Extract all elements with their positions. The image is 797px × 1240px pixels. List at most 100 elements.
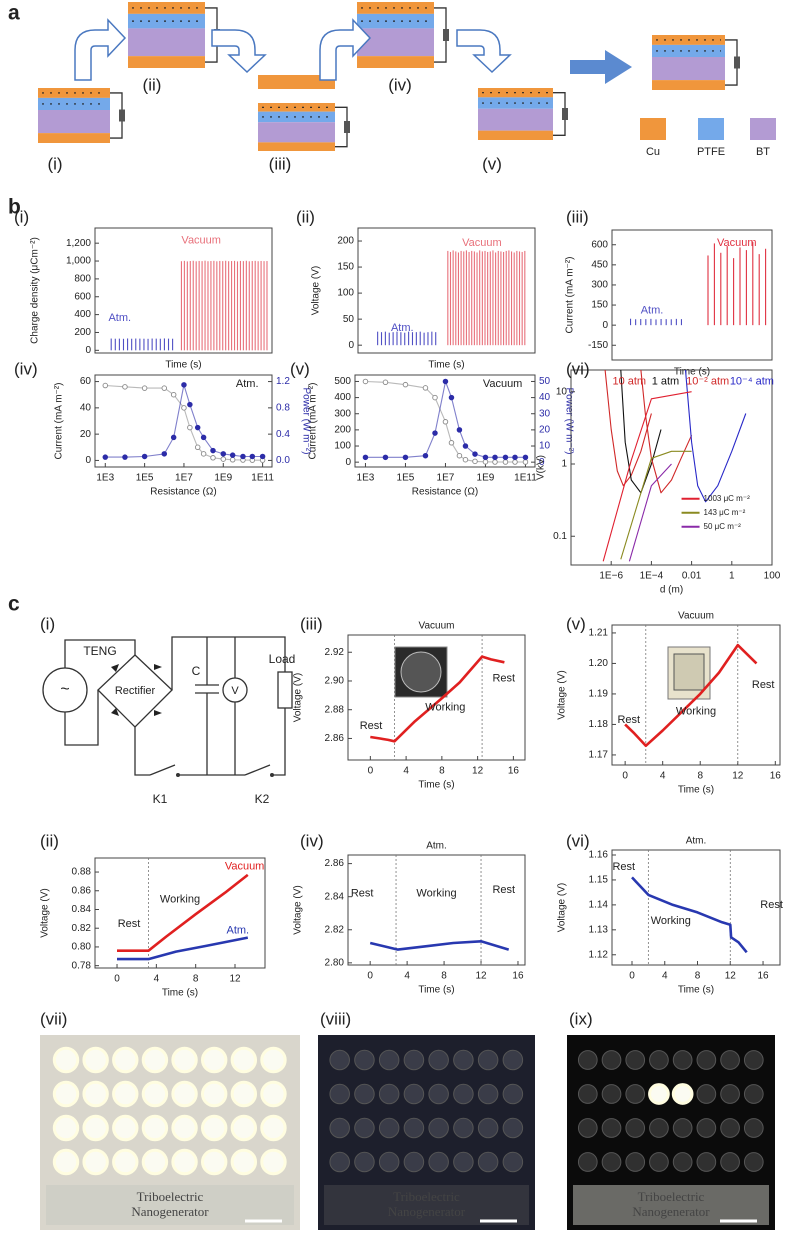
x-tick-label: 0 — [367, 971, 373, 982]
x-tick-label: 4 — [404, 971, 410, 982]
x-tick-label: 1E9 — [214, 473, 232, 484]
led — [260, 1114, 287, 1142]
y-axis-label: Current (mA m⁻²) — [308, 383, 319, 460]
series-label: Vacuum — [462, 237, 502, 249]
point — [442, 419, 449, 425]
switch-label: K1 — [153, 792, 168, 806]
led — [378, 1151, 400, 1173]
panel-label: a — [8, 2, 20, 25]
led — [453, 1151, 474, 1173]
y-tick-label: 100 — [337, 288, 354, 299]
y2-tick-label: 1.2 — [276, 376, 290, 387]
y-tick-label: 0.88 — [72, 867, 92, 878]
led — [112, 1080, 139, 1108]
y-axis-label: Voltage (V) — [311, 266, 322, 315]
legend-swatch — [640, 118, 666, 140]
layer — [258, 142, 335, 151]
y-tick-label: 200 — [334, 425, 351, 436]
inset-photo — [400, 651, 442, 693]
plot-frame — [347, 854, 526, 966]
rectifier-label: Rectifier — [115, 685, 156, 697]
legend-swatch — [750, 118, 776, 140]
chart-title: Atm. — [686, 836, 707, 847]
y-tick-label: 600 — [591, 239, 608, 250]
x-tick-label: 12 — [725, 971, 737, 982]
panel-label: (iv) — [300, 831, 324, 850]
led — [112, 1046, 139, 1074]
x-tick-label: 8 — [697, 771, 703, 782]
y2-axis-label: Power (W m⁻²) — [563, 388, 574, 455]
legend-label: PTFE — [697, 146, 725, 158]
y-axis-label: Charge density (μCm⁻²) — [30, 237, 41, 344]
led — [201, 1148, 228, 1176]
panel-label: (ii) — [296, 207, 315, 226]
annotation: Rest — [492, 884, 515, 896]
point — [362, 454, 369, 461]
stage-label: (iii) — [269, 154, 292, 173]
annotation: Working — [416, 887, 456, 899]
photo-text: Triboelectric — [393, 1189, 460, 1204]
layer — [258, 111, 335, 123]
x-tick-label: 8 — [695, 971, 701, 982]
x-tick-label: 16 — [512, 971, 524, 982]
layer — [357, 28, 434, 57]
panel-label: (viii) — [320, 1009, 351, 1028]
plot-frame — [347, 634, 526, 761]
led — [230, 1080, 258, 1108]
point — [422, 452, 429, 459]
layer — [258, 122, 335, 143]
paper — [46, 1185, 294, 1225]
led — [52, 1080, 80, 1108]
y-tick-label: 1,200 — [66, 238, 91, 249]
layer — [357, 56, 434, 68]
y-tick-label: 2.82 — [325, 924, 345, 935]
point — [240, 453, 246, 460]
y-tick-label: 100 — [334, 441, 351, 452]
point — [448, 394, 455, 401]
point — [229, 452, 236, 458]
x-axis-label: Resistance (Ω) — [412, 487, 478, 498]
inset-photo — [673, 653, 705, 691]
point — [259, 453, 266, 460]
arrow — [74, 18, 127, 81]
switch — [270, 773, 274, 777]
y-tick-label: 0.78 — [72, 960, 92, 971]
annotation: Working — [425, 701, 465, 713]
led — [477, 1151, 499, 1173]
plot-frame — [357, 227, 536, 354]
led — [52, 1148, 80, 1176]
line — [370, 655, 505, 743]
resistor — [344, 121, 350, 133]
led — [354, 1049, 375, 1071]
point — [220, 456, 227, 462]
annotation: Rest — [752, 679, 775, 691]
led — [625, 1050, 646, 1070]
load-label: Load — [269, 652, 296, 666]
led — [260, 1080, 287, 1108]
annotation: Rest — [612, 861, 635, 873]
legend-label: 1003 μC m⁻² — [704, 494, 751, 503]
led — [601, 1152, 622, 1172]
panel-label: (i) — [40, 614, 55, 633]
line — [602, 391, 692, 562]
layer — [128, 28, 205, 57]
led — [141, 1046, 169, 1074]
paper — [573, 1185, 769, 1225]
annotation: Working — [676, 706, 716, 718]
led — [141, 1148, 169, 1176]
led — [329, 1117, 350, 1139]
stage-label: (iv) — [388, 75, 412, 94]
y-tick-label: 2.84 — [325, 891, 345, 902]
layer — [478, 108, 553, 131]
led — [577, 1050, 598, 1070]
led — [672, 1152, 693, 1172]
y-tick-label: 1.17 — [589, 750, 609, 761]
led — [696, 1084, 717, 1104]
y-tick-label: 0 — [345, 457, 351, 468]
led — [502, 1049, 524, 1071]
y-tick-label: 1 — [561, 459, 567, 470]
led — [743, 1084, 764, 1104]
led — [201, 1046, 228, 1074]
y-tick-label: 200 — [74, 327, 91, 338]
annotation: Rest — [118, 918, 141, 930]
